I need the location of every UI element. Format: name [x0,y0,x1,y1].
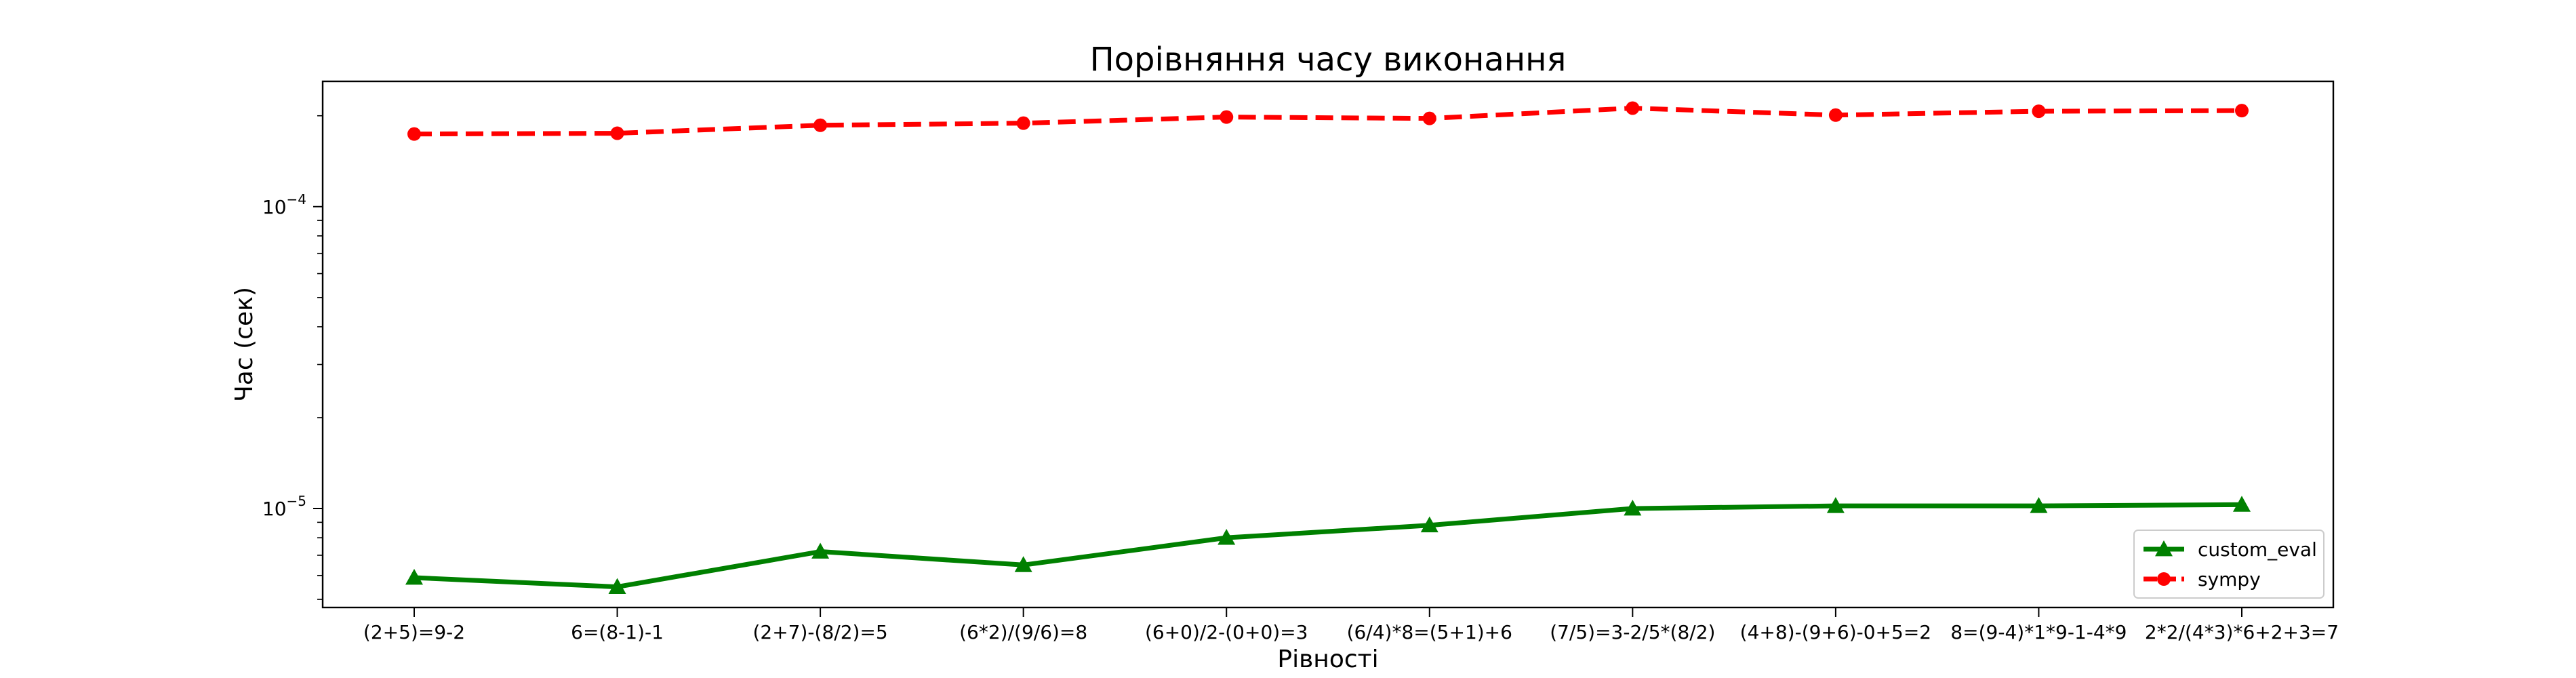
data-point-custom_eval [405,569,423,585]
data-point-custom_eval [1420,516,1438,533]
data-point-sympy [1016,116,1030,130]
data-point-custom_eval [1217,529,1236,545]
x-tick-label: (6/4)*8=(5+1)+6 [1347,621,1512,643]
y-tick-label: 10−4 [262,191,306,218]
data-point-sympy [813,118,828,132]
data-point-sympy [1828,108,1843,122]
data-point-custom_eval [1826,497,1845,513]
series-line-sympy [414,105,2242,137]
y-tick-label: 10−5 [262,493,306,520]
x-tick-label: (6+0)/2-(0+0)=3 [1145,621,1308,643]
x-tick-label: 2*2/(4*3)*6+2+3=7 [2145,621,2339,643]
x-tick-label: (2+7)-(8/2)=5 [752,621,887,643]
x-tick-label: (7/5)=3-2/5*(8/2) [1550,621,1715,643]
data-point-custom_eval [1624,500,1642,516]
chart-title: Порівняння часу виконання [1090,41,1567,79]
data-point-sympy [2032,104,2046,119]
data-point-sympy [407,127,421,141]
series-line-custom_eval [414,502,2242,590]
data-point-sympy [1220,110,1234,124]
legend-label-sympy: sympy [2198,568,2261,591]
data-point-custom_eval [1014,556,1032,572]
plot-area: 10−5 10−4 (2+5)=9-2 6=(8-1)-1 (2+7)-(8/2)=5 (… [262,80,2339,643]
legend-marker-custom_eval [2155,540,2173,557]
x-tick-label: (2+5)=9-2 [363,621,465,643]
y-axis-label: Час (сек) [230,287,258,402]
data-point-sympy [1626,101,1640,115]
plot-frame [321,80,2335,609]
legend-label-custom_eval: custom_eval [2198,538,2317,561]
legend-marker-sympy [2157,572,2171,586]
data-point-sympy [2235,104,2249,118]
x-tick-label: (4+8)-(9+6)-0+5=2 [1740,621,1931,643]
x-tick-label: 8=(9-4)*1*9-1-4*9 [1950,621,2127,643]
data-point-custom_eval [2233,496,2251,512]
data-point-custom_eval [608,578,626,595]
y-tick-exponent: −4 [287,191,306,207]
data-point-sympy [610,126,624,140]
data-point-sympy [1422,111,1436,125]
x-tick-label: 6=(8-1)-1 [571,621,664,643]
y-tick-exponent: −5 [287,493,306,509]
x-axis-label: Рівності [1277,645,1378,673]
data-point-custom_eval [811,542,830,559]
x-tick-label: (6*2)/(9/6)=8 [959,621,1087,643]
data-point-custom_eval [2030,497,2048,513]
